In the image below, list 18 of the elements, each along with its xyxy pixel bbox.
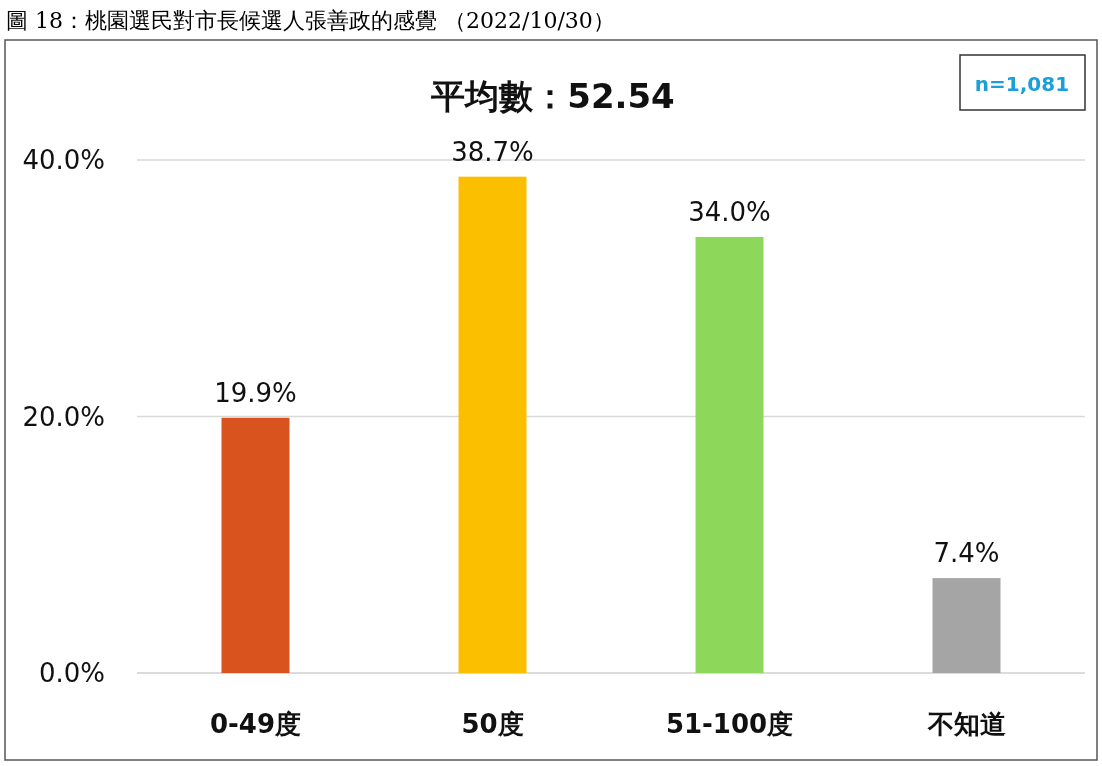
chart-subtitle: 平均數：52.54 xyxy=(430,76,675,116)
data-label: 7.4% xyxy=(933,538,1000,569)
data-label: 34.0% xyxy=(688,196,771,227)
bar xyxy=(221,417,290,673)
bar xyxy=(932,578,1001,673)
bar xyxy=(458,176,527,673)
x-tick-label: 0-49度 xyxy=(209,709,302,739)
text: n=1,081 xyxy=(974,72,1070,96)
chart-title: 圖 18：桃園選民對市長候選人張善政的感覺 （2022/10/30） xyxy=(6,8,615,33)
data-label: 38.7% xyxy=(451,136,534,167)
y-tick-label: 20.0% xyxy=(22,401,105,432)
x-tick-label: 不知道 xyxy=(926,709,1006,739)
x-tick-label: 51-100度 xyxy=(665,709,794,739)
y-tick-label: 40.0% xyxy=(22,145,105,175)
bar xyxy=(695,236,764,673)
y-tick-label: 0.0% xyxy=(38,658,105,688)
x-tick-label: 50度 xyxy=(461,709,524,739)
data-label: 19.9% xyxy=(214,377,297,408)
